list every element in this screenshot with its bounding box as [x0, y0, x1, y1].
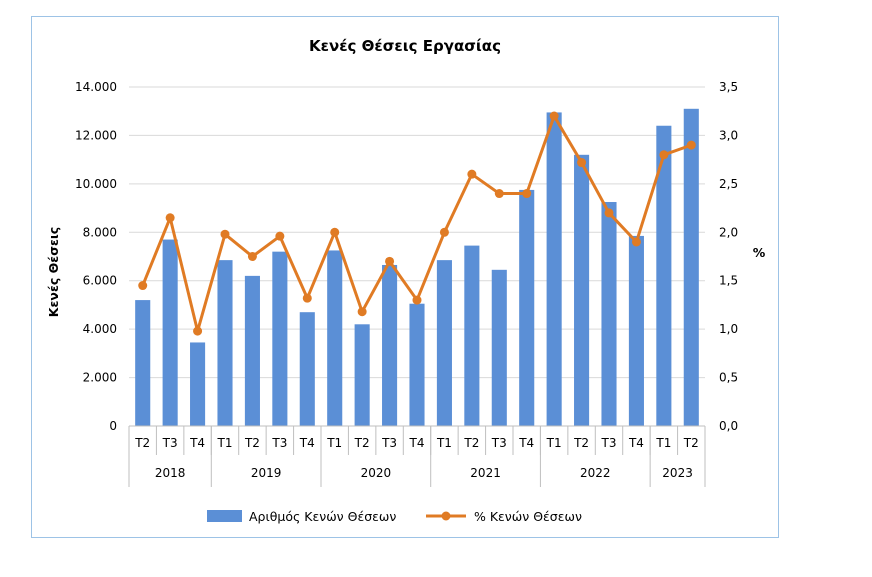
x-tick-label: T4 — [299, 436, 315, 450]
x-tick-label: T4 — [409, 436, 425, 450]
y2-axis-label: % — [753, 245, 766, 260]
bar — [546, 112, 562, 427]
bar — [628, 235, 644, 426]
y-tick-label: 4.000 — [83, 322, 117, 336]
line-point — [577, 158, 587, 168]
bar — [190, 342, 206, 426]
x-tick-label: T1 — [326, 436, 342, 450]
line-point — [330, 227, 340, 237]
bar — [601, 202, 617, 426]
y-axis-label: Κενές Θέσεις — [46, 227, 61, 317]
line-point — [412, 295, 422, 305]
chart-frame: Κενές Θέσεις Εργασίας 0 2.000 4.000 6.000 8.… — [31, 16, 779, 538]
bar — [519, 189, 535, 426]
bar — [135, 300, 151, 426]
y-tick-label: 12.000 — [75, 128, 117, 142]
x-tick-label: T2 — [683, 436, 699, 450]
line-point — [631, 237, 641, 247]
bar — [162, 239, 178, 426]
line-point — [686, 140, 696, 150]
line-point — [467, 169, 477, 179]
x-tick-label: T2 — [354, 436, 370, 450]
bar — [244, 275, 260, 426]
x-tick-label: T2 — [573, 436, 589, 450]
line-point — [439, 227, 449, 237]
chart-title: Κενές Θέσεις Εργασίας — [309, 37, 501, 55]
line-point — [604, 208, 614, 218]
x-year-label: 2023 — [662, 466, 693, 480]
x-year-label: 2019 — [251, 466, 282, 480]
x-year-label: 2018 — [155, 466, 186, 480]
y2-tick-label: 2,0 — [719, 225, 738, 239]
y2-tick-label: 3,5 — [719, 80, 738, 94]
x-tick-label: T3 — [491, 436, 507, 450]
bar — [436, 260, 452, 426]
x-tick-label: T2 — [134, 436, 150, 450]
line-point — [357, 307, 367, 317]
legend: Αριθμός Κενών Θέσεων % Κενών Θέσεων — [207, 509, 582, 524]
x-tick-label: T1 — [217, 436, 233, 450]
x-tick-label: T1 — [546, 436, 562, 450]
line-point — [385, 256, 395, 266]
bar — [272, 251, 288, 426]
x-year-label: 2020 — [361, 466, 392, 480]
x-tick-label: T3 — [601, 436, 617, 450]
x-year-label: 2021 — [470, 466, 501, 480]
legend-bar-swatch — [207, 510, 242, 522]
line-point — [165, 213, 175, 223]
bar — [491, 269, 507, 426]
y-tick-label: 14.000 — [75, 80, 117, 94]
y-tick-label: 0 — [109, 419, 117, 433]
y2-tick-label: 1,0 — [719, 322, 738, 336]
x-tick-label: T2 — [463, 436, 479, 450]
x-tick-label: T1 — [655, 436, 671, 450]
y2-tick-label: 1,5 — [719, 274, 738, 288]
legend-line-label: % Κενών Θέσεων — [474, 509, 582, 524]
bar — [683, 108, 699, 427]
line-point — [193, 326, 203, 336]
x-tick-label: T3 — [381, 436, 397, 450]
y2-tick-label: 2,5 — [719, 177, 738, 191]
x-tick-label: T2 — [244, 436, 260, 450]
bar — [354, 324, 370, 426]
chart: Κενές Θέσεις Εργασίας 0 2.000 4.000 6.000 8.… — [46, 37, 766, 524]
x-tick-label: T3 — [162, 436, 178, 450]
bar — [217, 260, 233, 426]
legend-bar-label: Αριθμός Κενών Θέσεων — [249, 509, 396, 524]
bar — [299, 312, 315, 426]
line-point — [522, 189, 532, 199]
y-tick-label: 8.000 — [83, 225, 117, 239]
x-tick-label: T4 — [628, 436, 644, 450]
bar — [382, 264, 398, 426]
bar — [409, 303, 425, 426]
line-point — [494, 189, 504, 199]
line-point — [220, 229, 230, 239]
x-tick-label: T3 — [271, 436, 287, 450]
x-tick-label: T4 — [189, 436, 205, 450]
line-point — [138, 281, 148, 291]
y-tick-label: 6.000 — [83, 274, 117, 288]
line-point — [302, 293, 312, 303]
line-point — [659, 150, 669, 160]
bar — [464, 245, 480, 426]
line-point — [247, 252, 257, 261]
y-tick-label: 10.000 — [75, 177, 117, 191]
x-tick-label: T1 — [436, 436, 452, 450]
y-tick-label: 2.000 — [83, 371, 117, 385]
bar — [656, 125, 672, 426]
y2-tick-label: 3,0 — [719, 128, 738, 142]
line-point — [549, 111, 559, 121]
legend-line-marker — [441, 511, 451, 521]
x-tick-label: T4 — [518, 436, 534, 450]
x-year-label: 2022 — [580, 466, 611, 480]
line-point — [275, 231, 285, 241]
bar — [327, 250, 343, 426]
bar — [574, 154, 590, 427]
y2-tick-label: 0,5 — [719, 371, 738, 385]
y2-tick-label: 0,0 — [719, 419, 738, 433]
